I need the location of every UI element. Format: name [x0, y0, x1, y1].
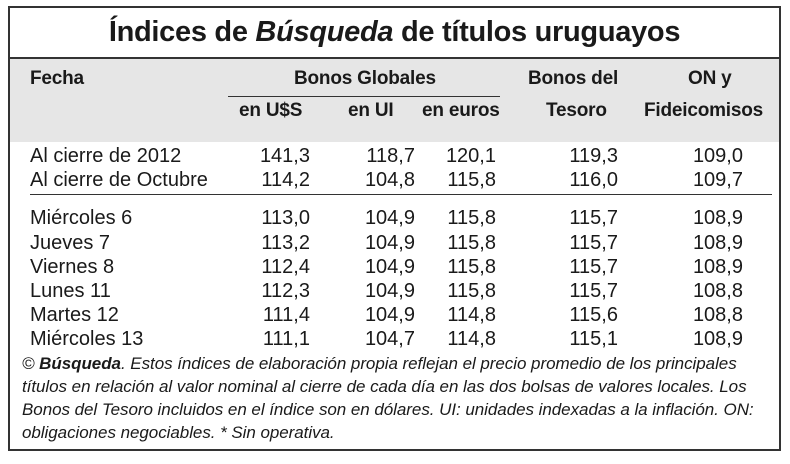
header-bonos-globales: Bonos Globales	[294, 68, 436, 89]
header-tesoro-line2: Tesoro	[546, 100, 607, 121]
cell-ui: 118,7	[366, 145, 415, 167]
cell-fecha: Miércoles 13	[30, 328, 144, 350]
cell-euros: 114,8	[447, 304, 496, 326]
cell-usd: 111,4	[262, 304, 310, 326]
cell-tesoro: 115,1	[569, 328, 618, 350]
cell-ui: 104,9	[364, 280, 415, 302]
cell-tesoro: 115,7	[569, 280, 618, 302]
cell-ui: 104,8	[364, 169, 415, 191]
cell-euros: 114,8	[447, 328, 496, 350]
cell-usd: 112,3	[261, 280, 310, 302]
cell-usd: 111,1	[262, 328, 310, 350]
footnote-copyright: ©	[22, 354, 40, 373]
cell-fecha: Al cierre de 2012	[30, 145, 182, 167]
table-frame: Índices de Búsqueda de títulos uruguayos…	[8, 6, 781, 451]
cell-on: 108,8	[692, 304, 743, 326]
table-title: Índices de Búsqueda de títulos uruguayos	[10, 8, 779, 59]
cell-on: 108,9	[692, 256, 743, 278]
cell-usd: 112,4	[261, 256, 310, 278]
cell-tesoro: 115,7	[569, 232, 618, 254]
footnote-brand: Búsqueda	[39, 354, 121, 373]
cell-on: 108,9	[692, 232, 743, 254]
header-ui: en UI	[348, 100, 394, 121]
cell-ui: 104,9	[364, 232, 415, 254]
cell-fecha: Viernes 8	[30, 256, 115, 278]
cell-ui: 104,9	[364, 256, 415, 278]
cell-euros: 115,8	[447, 280, 496, 302]
row-separator	[30, 194, 772, 195]
cell-tesoro: 115,7	[569, 207, 618, 229]
cell-fecha: Lunes 11	[30, 280, 111, 302]
footnote: © Búsqueda. Estos índices de elaboración…	[22, 352, 772, 444]
cell-ui: 104,7	[364, 328, 415, 350]
cell-ui: 104,9	[364, 207, 415, 229]
cell-on: 109,0	[692, 145, 743, 167]
cell-euros: 115,8	[447, 169, 496, 191]
cell-tesoro: 115,7	[569, 256, 618, 278]
header-tesoro-line1: Bonos del	[528, 68, 619, 89]
cell-euros: 115,8	[447, 256, 496, 278]
cell-tesoro: 116,0	[569, 169, 618, 191]
cell-fecha: Martes 12	[30, 304, 119, 326]
cell-euros: 115,8	[447, 232, 496, 254]
cell-on: 108,9	[692, 328, 743, 350]
header-fecha: Fecha	[30, 68, 84, 89]
header-usd: en U$S	[239, 100, 303, 121]
title-prefix: Índices de	[108, 16, 256, 48]
cell-usd: 141,3	[259, 145, 310, 167]
cell-on: 108,9	[692, 207, 743, 229]
cell-euros: 120,1	[445, 145, 496, 167]
cell-usd: 113,0	[261, 207, 310, 229]
cell-euros: 115,8	[447, 207, 496, 229]
header-on-line2: Fideicomisos	[644, 100, 764, 121]
cell-usd: 113,2	[261, 232, 310, 254]
header-euros: en euros	[422, 100, 500, 121]
cell-tesoro: 115,6	[569, 304, 618, 326]
cell-tesoro: 119,3	[569, 145, 618, 167]
header-on-line1: ON y	[688, 68, 732, 89]
cell-ui: 104,9	[364, 304, 415, 326]
header-block	[10, 59, 779, 142]
bonos-globales-rule	[228, 96, 500, 97]
title-brand: Búsqueda	[255, 16, 394, 48]
cell-on: 109,7	[692, 169, 743, 191]
title-suffix: de títulos uruguayos	[393, 16, 681, 48]
cell-usd: 114,2	[261, 169, 310, 191]
cell-fecha: Jueves 7	[30, 232, 111, 254]
cell-on: 108,8	[692, 280, 743, 302]
cell-fecha: Al cierre de Octubre	[30, 169, 208, 191]
cell-fecha: Miércoles 6	[30, 207, 133, 229]
footnote-text: . Estos índices de elaboración propia re…	[22, 354, 754, 442]
